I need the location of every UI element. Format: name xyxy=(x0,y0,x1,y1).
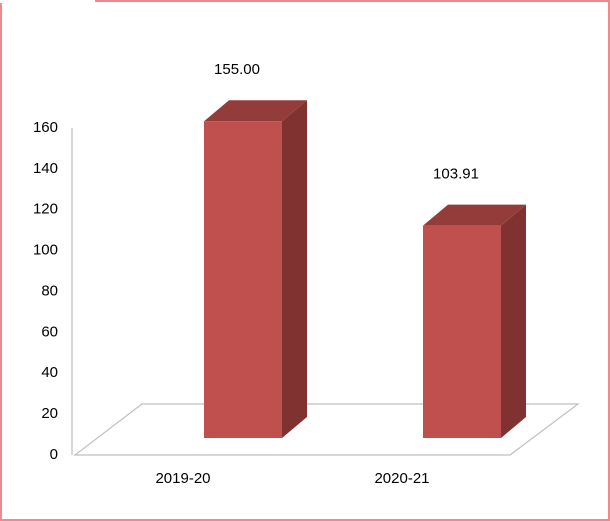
data-label: 103.91 xyxy=(433,166,479,183)
x-tick-label: 2019-20 xyxy=(155,470,210,487)
y-tick-label: 0 xyxy=(50,446,58,463)
floor xyxy=(73,403,580,456)
y-tick-label: 40 xyxy=(41,364,58,381)
bar-top xyxy=(423,204,526,226)
border-gap xyxy=(0,0,95,3)
bar xyxy=(204,121,282,438)
y-tick-label: 60 xyxy=(41,323,58,340)
y-tick-label: 100 xyxy=(33,242,58,259)
data-label: 155.00 xyxy=(214,61,260,78)
bar-side xyxy=(282,100,307,438)
bar-side xyxy=(501,204,526,438)
y-tick-label: 80 xyxy=(41,282,58,299)
bar xyxy=(423,225,501,438)
y-tick-label: 140 xyxy=(33,160,58,177)
x-tick-label: 2020-21 xyxy=(374,470,429,487)
y-tick-label: 20 xyxy=(41,405,58,422)
bar-top xyxy=(204,100,307,122)
y-tick-label: 120 xyxy=(33,201,58,218)
y-tick-label: 160 xyxy=(33,119,58,136)
